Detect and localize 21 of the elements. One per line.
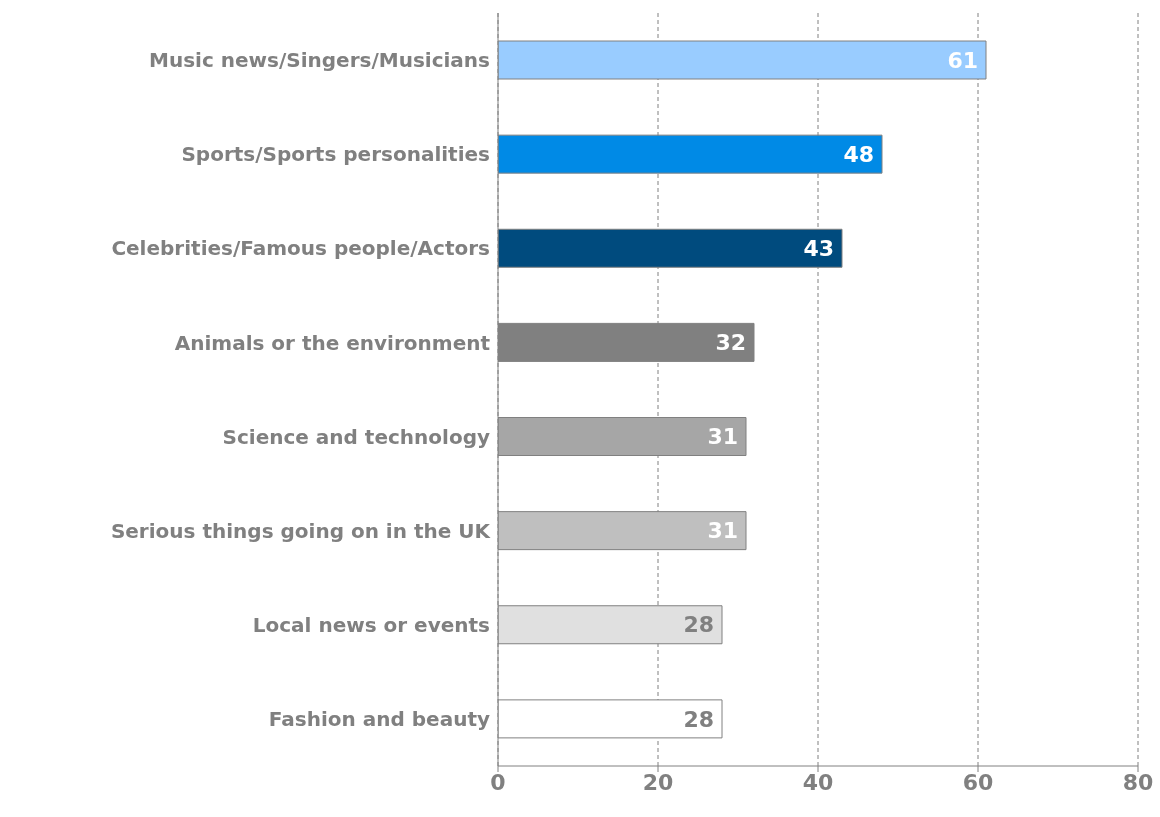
x-tick-label: 0 [490,769,506,795]
data-label: 48 [843,141,874,167]
x-tick-label: 40 [802,769,834,795]
data-label: 43 [803,235,834,261]
data-label: 28 [683,706,714,732]
y-tick-label: Animals or the environment [174,330,491,355]
x-tick-label: 20 [642,769,674,795]
y-tick-label: Serious things going on in the UK [110,518,492,543]
data-label: 32 [715,330,746,356]
y-tick-label: Sports/Sports personalities [181,142,490,167]
data-label: 28 [683,612,714,638]
y-tick-label: Fashion and beauty [268,707,490,732]
x-tick-label: 60 [962,769,994,795]
y-tick-label: Celebrities/Famous people/Actors [111,236,490,261]
x-tick-label: 80 [1122,769,1154,795]
y-tick-label: Music news/Singers/Musicians [149,48,490,73]
data-label: 31 [707,424,738,450]
y-tick-label: Science and technology [222,424,490,449]
data-label: 31 [707,518,738,544]
y-tick-label: Local news or events [252,612,490,637]
data-label: 61 [947,47,978,73]
